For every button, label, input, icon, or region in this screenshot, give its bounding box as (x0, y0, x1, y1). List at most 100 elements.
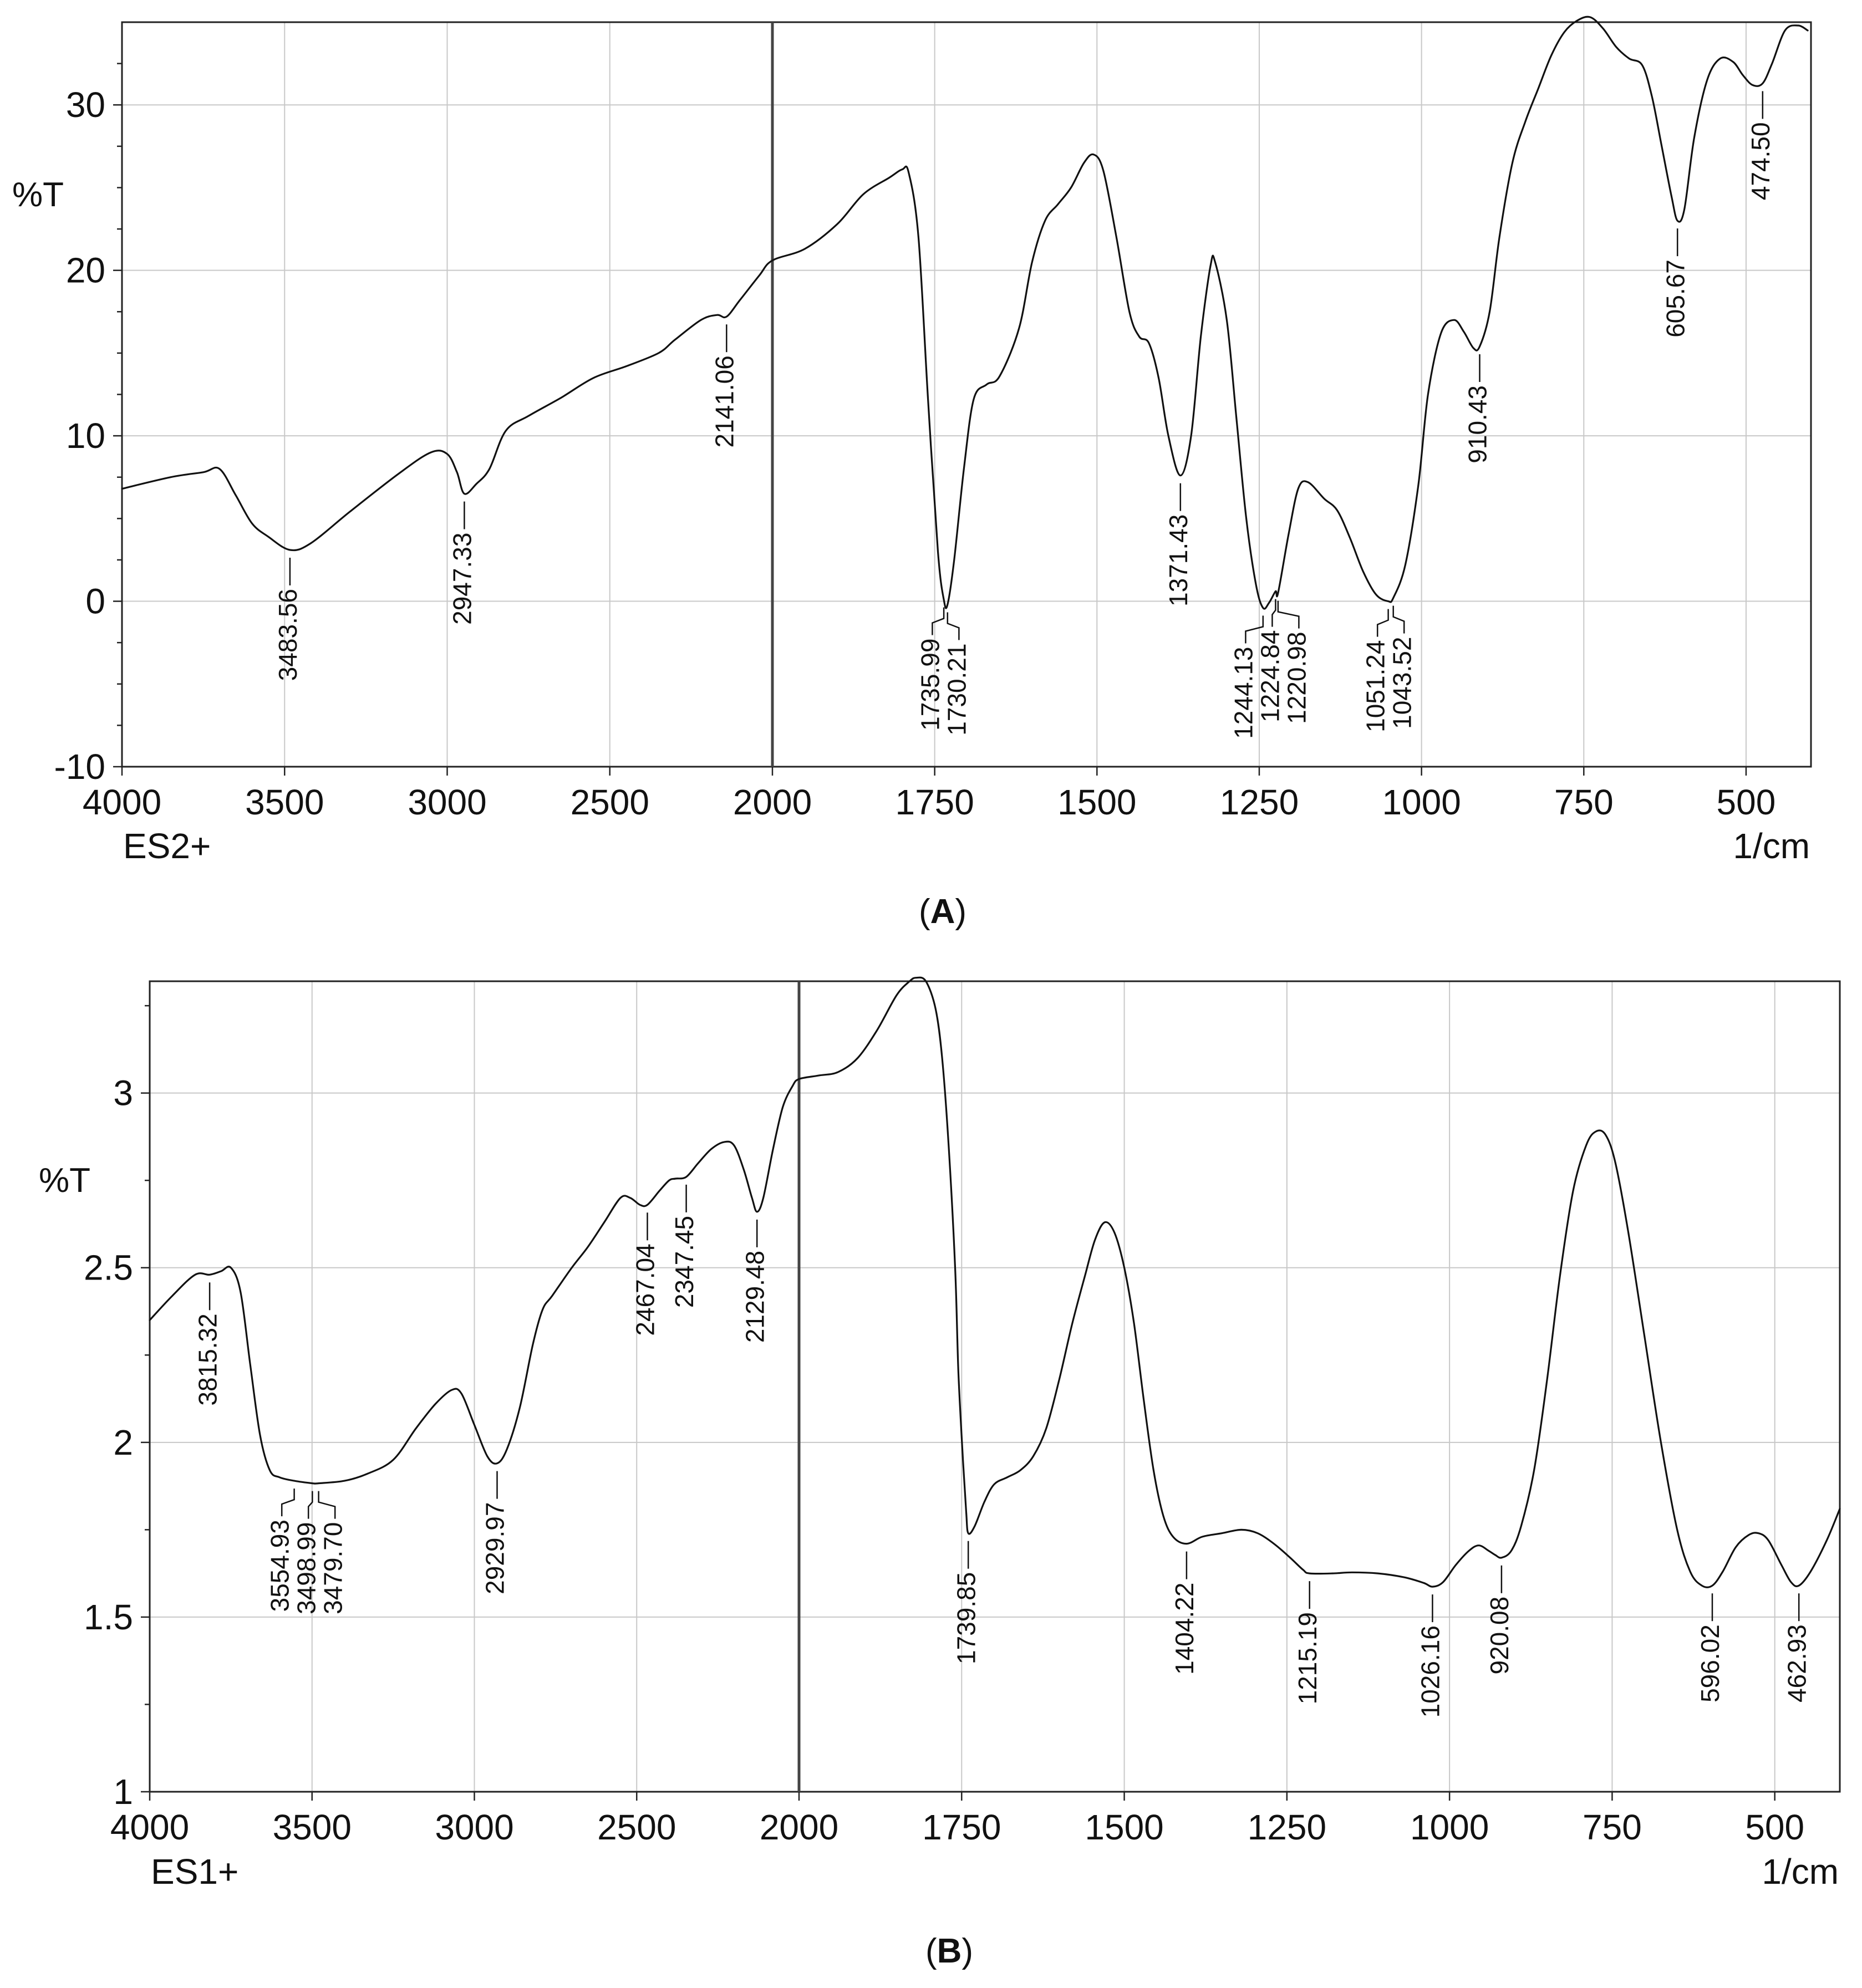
peak-label-b-3498-99: 3498.99 (292, 1491, 320, 1614)
peak-leader (1376, 609, 1389, 637)
x-axis-label-b: 1/cm (1762, 1852, 1839, 1892)
x-tick-label-1750: 1750 (895, 782, 974, 822)
panel-caption-letter-b: B (937, 1932, 962, 1970)
peak-value: 474.50 (1746, 122, 1775, 200)
peak-label-a-2141-06: 2141.06 (710, 324, 739, 447)
peak-value: 3479.70 (318, 1522, 347, 1614)
peak-label-b-3479-70: 3479.70 (318, 1491, 347, 1614)
panel-caption-a: (A) (919, 893, 966, 931)
peak-leader (307, 1491, 313, 1519)
y-tick-label-30: 30 (66, 85, 105, 125)
x-tick-label-1500: 1500 (1085, 1807, 1163, 1847)
plot-frame-b (149, 980, 1841, 1793)
peak-value: 2347.45 (670, 1216, 699, 1308)
spectrum-line-a (121, 16, 1809, 610)
y-tick-label-1.5: 1.5 (84, 1597, 133, 1637)
peak-label-b-596-02: 596.02 (1696, 1593, 1724, 1702)
x-tick-label-1000: 1000 (1410, 1807, 1489, 1847)
x-tick-label-4000: 4000 (83, 782, 161, 822)
x-tick-label-750: 750 (1583, 1807, 1642, 1847)
peak-value: 596.02 (1696, 1624, 1724, 1702)
peak-value: 1404.22 (1170, 1583, 1199, 1675)
peak-value: 3554.93 (265, 1520, 294, 1612)
peak-label-a-1051-24: 1051.24 (1361, 609, 1390, 732)
x-tick-label-1500: 1500 (1057, 782, 1136, 822)
x-tick-label-1750: 1750 (922, 1807, 1001, 1847)
series-label-b: ES1+ (151, 1852, 238, 1892)
y-tick-label-3: 3 (113, 1073, 133, 1113)
panel-caption-letter-a: A (930, 893, 955, 931)
grid-a (122, 22, 1811, 767)
grid-b (150, 981, 1840, 1792)
peak-value: 3483.56 (273, 589, 302, 681)
peak-label-a-3483-56: 3483.56 (273, 558, 302, 681)
x-tick-label-500: 500 (1745, 1807, 1804, 1847)
y-tick-label-2: 2 (113, 1423, 133, 1462)
peak-label-b-1026-16: 1026.16 (1416, 1594, 1445, 1717)
peak-value: 1739.85 (952, 1572, 980, 1664)
y-tick-label-1: 1 (113, 1772, 133, 1812)
peak-value: 462.93 (1782, 1624, 1811, 1702)
peak-label-b-920-08: 920.08 (1485, 1565, 1514, 1675)
spectrum-curve-a (121, 16, 1809, 610)
peak-value: 3498.99 (292, 1522, 320, 1614)
y-tick-label-20: 20 (66, 251, 105, 290)
peak-label-b-1215-19: 1215.19 (1293, 1581, 1322, 1704)
peak-label-a-1244-13: 1244.13 (1229, 615, 1264, 739)
peak-label-a-474-50: 474.50 (1746, 91, 1775, 200)
peak-value: 1220.98 (1283, 632, 1311, 724)
panel-caption-b: (B) (925, 1932, 973, 1970)
series-label-a: ES2+ (123, 826, 211, 866)
peak-value: 3815.32 (193, 1313, 222, 1405)
peak-value: 1371.43 (1164, 514, 1193, 606)
y-tick-label--10: -10 (54, 747, 106, 787)
peak-label-b-1404-22: 1404.22 (1170, 1551, 1199, 1675)
peak-label-a-1735-99: 1735.99 (916, 607, 945, 731)
peak-value: 1043.52 (1387, 637, 1416, 729)
peak-label-a-1224-84: 1224.84 (1256, 599, 1285, 722)
x-tick-label-2000: 2000 (733, 782, 812, 822)
peak-value: 1244.13 (1229, 647, 1258, 739)
y-tick-label-2.5: 2.5 (84, 1248, 133, 1288)
peak-value: 1051.24 (1361, 640, 1390, 732)
x-axis-label-a: 1/cm (1733, 826, 1810, 866)
peak-value: 920.08 (1485, 1597, 1514, 1675)
x-tick-label-2500: 2500 (571, 782, 649, 822)
peak-label-a-1043-52: 1043.52 (1387, 605, 1416, 729)
plot-border-b (149, 980, 1841, 1793)
peak-label-a-1371-43: 1371.43 (1164, 483, 1193, 606)
peak-value: 1215.19 (1293, 1612, 1322, 1704)
peak-label-b-2347-45: 2347.45 (670, 1184, 699, 1308)
x-tick-label-4000: 4000 (110, 1807, 189, 1847)
peak-value: 2947.33 (448, 533, 477, 625)
peak-label-a-910-43: 910.43 (1463, 354, 1492, 463)
peak-leader (318, 1491, 336, 1519)
x-tick-label-1000: 1000 (1382, 782, 1461, 822)
peak-label-b-3815-32: 3815.32 (193, 1282, 222, 1406)
peak-value: 1735.99 (916, 639, 945, 731)
x-tick-label-3500: 3500 (273, 1807, 352, 1847)
y-tick-label-0: 0 (85, 582, 105, 621)
peak-value: 2467.04 (631, 1243, 660, 1335)
y-axis-label-a: %T (12, 176, 64, 214)
peak-label-a-1730-21: 1730.21 (943, 612, 971, 736)
peak-leader (1245, 615, 1264, 644)
spectrum-line-b (149, 976, 1841, 1588)
y-axis-label-b: %T (39, 1161, 90, 1200)
peak-label-b-1739-85: 1739.85 (952, 1541, 980, 1664)
spectrum-curve-b (149, 976, 1841, 1588)
peak-leader (1392, 605, 1405, 634)
axes-b: 4000 3500 3000 2500 2000 1750 1500 1250 1000 750 5… (84, 1005, 1804, 1847)
y-tick-label-10: 10 (66, 416, 105, 456)
x-tick-label-500: 500 (1717, 782, 1776, 822)
peak-value: 910.43 (1463, 385, 1492, 463)
x-tick-label-3500: 3500 (245, 782, 324, 822)
peak-label-b-3554-93: 3554.93 (265, 1489, 295, 1612)
x-tick-label-750: 750 (1554, 782, 1614, 822)
peak-value: 605.67 (1661, 259, 1690, 338)
peak-label-b-2467-04: 2467.04 (631, 1212, 660, 1336)
x-tick-label-1250: 1250 (1220, 782, 1299, 822)
